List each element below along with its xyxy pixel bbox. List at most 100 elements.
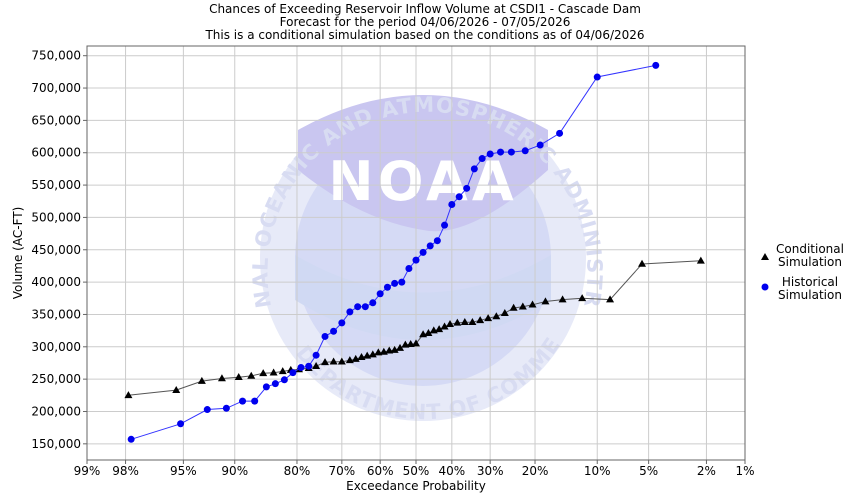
x-tick-label: 98%	[112, 464, 139, 478]
x-tick-label: 5%	[639, 464, 658, 478]
data-point-circle	[507, 148, 515, 156]
data-point-circle	[470, 165, 478, 173]
y-tick-label: 450,000	[31, 243, 81, 257]
y-tick-label: 750,000	[31, 49, 81, 63]
data-point-circle	[354, 303, 362, 311]
y-tick-label: 200,000	[31, 404, 81, 418]
y-tick-label: 600,000	[31, 146, 81, 160]
y-tick-label: 500,000	[31, 210, 81, 224]
data-point-circle	[203, 406, 211, 414]
data-point-circle	[369, 299, 377, 307]
data-point-circle	[391, 279, 399, 287]
data-point-triangle	[492, 312, 501, 320]
data-point-triangle	[558, 295, 567, 303]
chart-title: Chances of Exceeding Reservoir Inflow Vo…	[204, 2, 644, 42]
data-point-circle	[478, 155, 486, 163]
legend: Conditional Simulation Historical Simula…	[761, 242, 844, 302]
data-point-triangle	[435, 325, 444, 333]
data-point-circle	[497, 148, 505, 156]
x-tick-label: 70%	[329, 464, 356, 478]
data-point-triangle	[337, 357, 346, 365]
x-tick-label: 10%	[584, 464, 611, 478]
watermark-noaa: NOAA	[328, 150, 517, 213]
data-point-triangle	[124, 391, 133, 399]
x-axis-ticks: 99% 98% 95% 90% 80% 70% 60% 50% 40% 30% 20% 10% 5% 2%…	[74, 460, 755, 478]
data-point-circle	[419, 248, 427, 256]
x-tick-label: 20%	[522, 464, 549, 478]
y-tick-label: 300,000	[31, 340, 81, 354]
data-point-triangle	[374, 348, 383, 356]
data-point-circle	[433, 237, 441, 245]
data-point-circle	[556, 129, 564, 137]
title-line-3: This is a conditional simulation based o…	[204, 28, 644, 42]
data-point-triangle	[259, 369, 268, 377]
data-point-circle	[536, 141, 544, 149]
data-point-triangle	[500, 308, 509, 316]
y-tick-label: 400,000	[31, 275, 81, 289]
data-point-triangle	[390, 345, 399, 353]
gridlines	[86, 46, 746, 460]
data-point-triangle	[312, 362, 321, 370]
x-tick-label: 80%	[284, 464, 311, 478]
data-point-triangle	[412, 339, 420, 347]
x-tick-label: 60%	[367, 464, 394, 478]
y-tick-label: 350,000	[31, 307, 81, 321]
data-point-circle	[486, 150, 494, 158]
data-point-circle	[271, 380, 279, 388]
data-point-triangle	[197, 376, 206, 384]
y-axis-ticks: 150,000 200,000 250,000 300,000 350,000 400,0…	[31, 49, 87, 451]
data-point-triangle	[468, 318, 477, 326]
data-point-circle	[405, 265, 413, 273]
legend-historical-label-2: Simulation	[778, 288, 842, 302]
data-point-circle	[321, 332, 329, 340]
y-tick-label: 250,000	[31, 372, 81, 386]
x-tick-label: 30%	[477, 464, 504, 478]
data-point-triangle	[509, 303, 518, 311]
data-point-circle	[127, 435, 135, 443]
data-point-triangle	[541, 297, 550, 305]
data-point-circle	[177, 420, 185, 428]
data-point-triangle	[351, 354, 360, 362]
y-tick-label: 700,000	[31, 81, 81, 95]
data-point-circle	[593, 73, 601, 81]
data-point-circle	[521, 147, 529, 155]
data-point-triangle	[269, 368, 278, 376]
series-layer	[124, 61, 705, 443]
x-tick-label: 95%	[170, 464, 197, 478]
title-line-1: Chances of Exceeding Reservoir Inflow Vo…	[209, 2, 641, 16]
y-tick-label: 650,000	[31, 113, 81, 127]
x-tick-label: 99%	[74, 464, 101, 478]
data-point-triangle	[368, 350, 377, 358]
y-tick-label: 150,000	[31, 437, 81, 451]
title-line-2: Forecast for the period 04/06/2026 - 07/…	[280, 15, 571, 29]
data-point-triangle	[696, 256, 705, 264]
data-point-triangle	[247, 371, 256, 379]
data-point-circle	[441, 221, 449, 229]
x-tick-label: 1%	[735, 464, 754, 478]
data-point-triangle	[606, 295, 615, 303]
data-point-circle	[455, 193, 463, 201]
data-point-circle	[376, 290, 384, 298]
data-point-triangle	[440, 322, 449, 330]
x-tick-label: 90%	[221, 464, 248, 478]
data-point-triangle	[460, 318, 469, 326]
data-point-triangle	[217, 374, 226, 382]
data-point-triangle	[638, 259, 647, 267]
data-point-circle	[398, 278, 406, 286]
data-point-circle	[305, 362, 313, 370]
data-point-circle	[239, 397, 247, 405]
data-point-triangle	[172, 385, 181, 393]
data-point-triangle	[234, 373, 243, 380]
data-point-circle	[412, 256, 420, 264]
data-point-circle	[361, 303, 369, 311]
plot-frame	[86, 45, 746, 461]
data-point-circle	[222, 404, 230, 412]
data-point-circle	[262, 383, 270, 391]
data-point-circle	[426, 242, 434, 250]
legend-conditional-label-2: Simulation	[778, 255, 842, 269]
y-axis-label: Volume (AC-FT)	[11, 207, 25, 300]
data-point-triangle	[476, 316, 485, 324]
watermark-bird-shape	[298, 95, 548, 232]
x-tick-label: 2%	[697, 464, 716, 478]
